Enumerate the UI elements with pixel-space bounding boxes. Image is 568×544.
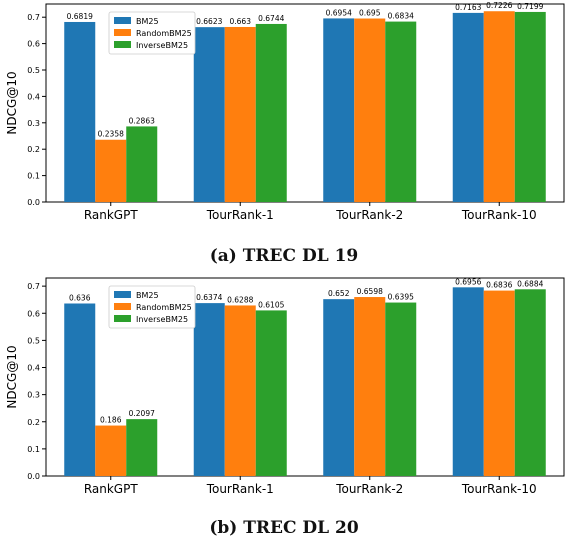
- x-tick-label: TourRank-10: [461, 208, 537, 222]
- bar-bm25-2: [323, 18, 355, 203]
- bar-value-label: 0.6288: [227, 295, 253, 304]
- bar-bm25-1: [193, 303, 225, 476]
- legend-label: RandomBM25: [136, 303, 192, 312]
- bar-value-label: 0.695: [359, 9, 381, 18]
- bar-inversebm25-1: [255, 23, 287, 202]
- x-tick-label: TourRank-2: [335, 208, 403, 222]
- y-tick-label: 0.5: [27, 336, 40, 345]
- bar-inversebm25-3: [514, 289, 546, 476]
- chart-panel-a: 0.0 0.1 0.2 0.3 0.4 0.5 0.6 0.7 NDCG@10 0.6819 0.2…: [5, 1, 565, 266]
- bar-inversebm25-2: [385, 21, 417, 203]
- y-tick-label: 0.4: [27, 92, 40, 101]
- x-tick-label: RankGPT: [84, 482, 139, 496]
- legend-label: InverseBM25: [136, 41, 188, 50]
- bar-value-label: 0.663: [230, 17, 252, 26]
- y-tick-label: 0.6: [27, 40, 40, 49]
- legend: BM25 RandomBM25 InverseBM25: [108, 285, 196, 329]
- bar-randombm25-3: [483, 290, 515, 476]
- y-tick-label: 0.0: [27, 198, 40, 207]
- bar-inversebm25-1: [255, 310, 287, 476]
- bar-value-label: 0.6395: [388, 293, 414, 302]
- legend-swatch-randombm25: [114, 303, 131, 310]
- chart-panel-b: 0.0 0.1 0.2 0.3 0.4 0.5 0.6 0.7 NDCG@10 0.636 0.18…: [0, 274, 568, 544]
- x-tick-label: RankGPT: [84, 208, 139, 222]
- bar-value-label: 0.2358: [98, 130, 124, 139]
- y-tick-label: 0.7: [27, 13, 40, 22]
- bar-value-label: 0.7163: [455, 3, 481, 12]
- legend-swatch-randombm25: [114, 29, 131, 36]
- legend-swatch-inversebm25: [114, 41, 131, 48]
- bar-value-label: 0.6744: [258, 14, 284, 23]
- y-tick-label: 0.2: [27, 418, 40, 427]
- legend-swatch-inversebm25: [114, 315, 131, 322]
- legend: BM25 RandomBM25 InverseBM25: [108, 11, 196, 55]
- y-tick-label: 0.6: [27, 309, 40, 318]
- x-tick-label: TourRank-2: [335, 482, 403, 496]
- y-tick-label: 0.3: [27, 119, 40, 128]
- bar-bm25-3: [452, 287, 484, 476]
- legend-swatch-bm25: [114, 291, 131, 298]
- bar-value-label: 0.6834: [388, 12, 414, 21]
- y-tick-label: 0.5: [27, 66, 40, 75]
- bar-value-label: 0.6836: [486, 281, 512, 290]
- x-tick-label: TourRank-1: [206, 482, 274, 496]
- bar-chart-b: 0.0 0.1 0.2 0.3 0.4 0.5 0.6 0.7 NDCG@10 0.636 0.18…: [5, 277, 565, 496]
- bar-inversebm25-0: [126, 126, 158, 202]
- bar-value-label: 0.6954: [326, 8, 352, 17]
- bar-chart-a: 0.0 0.1 0.2 0.3 0.4 0.5 0.6 0.7 NDCG@10 0.6819 0.2…: [5, 1, 565, 222]
- legend-label: InverseBM25: [136, 315, 188, 324]
- legend-swatch-bm25: [114, 17, 131, 24]
- bar-randombm25-3: [483, 11, 515, 203]
- legend-label: BM25: [136, 291, 159, 300]
- plot-area-frame: [45, 3, 565, 203]
- bar-value-label: 0.652: [328, 289, 350, 298]
- chart-caption-a: (a) TREC DL 19: [209, 246, 359, 266]
- bar-inversebm25-2: [385, 302, 417, 476]
- y-tick-label: 0.1: [27, 445, 40, 454]
- bar-randombm25-0: [95, 425, 127, 476]
- bar-value-label: 0.6374: [196, 293, 222, 302]
- x-tick-label: TourRank-10: [461, 482, 537, 496]
- bar-inversebm25-0: [126, 419, 158, 476]
- y-axis-label: NDCG@10: [5, 71, 19, 134]
- y-tick-label: 0.0: [27, 472, 40, 481]
- bar-value-label: 0.6956: [455, 277, 481, 286]
- bar-value-label: 0.6884: [517, 279, 543, 288]
- bar-randombm25-1: [224, 26, 256, 202]
- y-tick-label: 0.4: [27, 364, 40, 373]
- legend-label: RandomBM25: [136, 29, 192, 38]
- y-tick-label: 0.1: [27, 172, 40, 181]
- plot-area-frame: [45, 277, 565, 477]
- bar-value-label: 0.6105: [258, 300, 284, 309]
- bar-bm25-0: [64, 21, 96, 203]
- chart-caption-b: (b) TREC DL 20: [209, 518, 359, 538]
- y-tick-label: 0.2: [27, 145, 40, 154]
- bar-randombm25-2: [354, 297, 386, 476]
- bar-value-label: 0.636: [69, 293, 91, 302]
- y-axis-label: NDCG@10: [5, 345, 19, 408]
- x-tick-label: TourRank-1: [206, 208, 274, 222]
- bar-bm25-2: [323, 299, 355, 476]
- y-tick-label: 0.7: [27, 282, 40, 291]
- bar-bm25-0: [64, 303, 96, 476]
- bar-value-label: 0.186: [100, 416, 122, 425]
- bar-value-label: 0.7226: [486, 1, 512, 10]
- bar-value-label: 0.2097: [129, 409, 155, 418]
- bar-inversebm25-3: [514, 11, 546, 203]
- bar-randombm25-1: [224, 305, 256, 476]
- bar-value-label: 0.7199: [517, 2, 543, 11]
- bar-value-label: 0.6598: [357, 287, 383, 296]
- bar-value-label: 0.6819: [67, 12, 93, 21]
- bar-randombm25-2: [354, 18, 386, 202]
- bar-value-label: 0.6623: [196, 17, 222, 26]
- legend-label: BM25: [136, 17, 159, 26]
- y-tick-label: 0.3: [27, 391, 40, 400]
- bar-bm25-1: [193, 27, 225, 202]
- bar-value-label: 0.2863: [129, 116, 155, 125]
- bar-bm25-3: [452, 12, 484, 202]
- bar-randombm25-0: [95, 139, 127, 202]
